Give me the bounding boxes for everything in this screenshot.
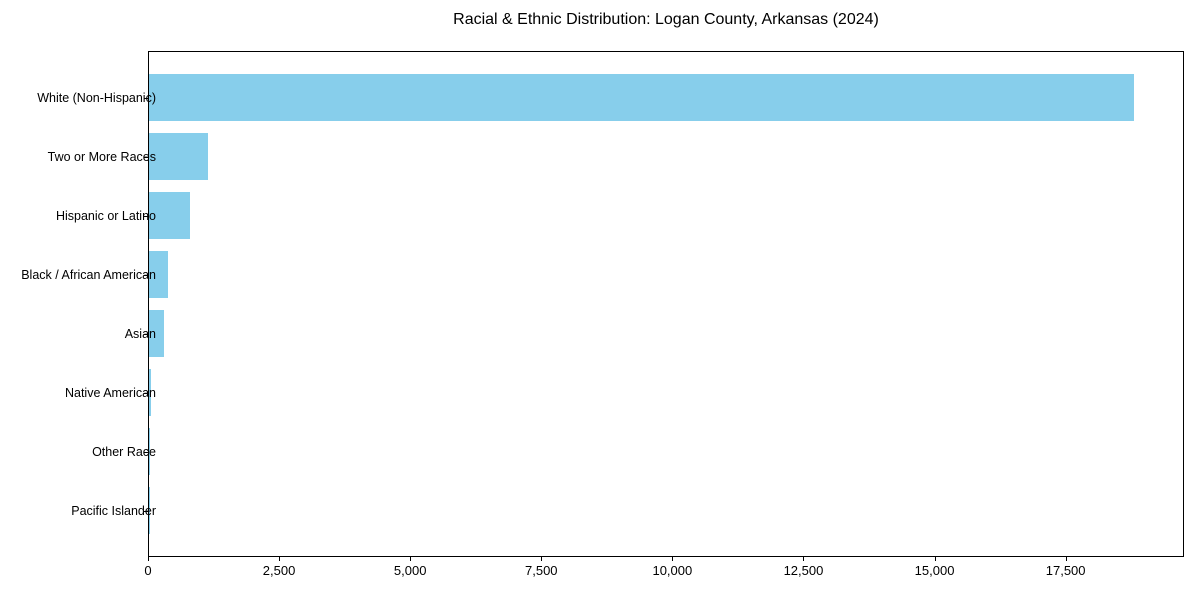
x-tick-mark <box>410 557 412 561</box>
x-tick-mark <box>148 557 149 561</box>
y-tick-label: Asian <box>124 326 156 341</box>
x-tick-label: 7,500 <box>524 563 558 578</box>
x-tick-mark <box>672 557 674 561</box>
x-tick-mark <box>541 557 543 561</box>
y-tick-label: Two or More Races <box>47 149 156 164</box>
y-tick-label: Native American <box>64 385 156 400</box>
y-tick-label: Pacific Islander <box>71 503 156 518</box>
x-tick-mark <box>1065 557 1067 561</box>
y-tick-mark <box>144 392 148 394</box>
x-tick-label: 17,500 <box>1045 563 1086 578</box>
x-tick-label: 15,000 <box>914 563 955 578</box>
bar-native-american <box>149 369 152 416</box>
bar-black-african-american <box>149 251 169 298</box>
y-tick-mark <box>144 333 148 335</box>
x-tick-label: 0 <box>144 563 152 578</box>
y-tick-label: Hispanic or Latino <box>55 208 156 223</box>
y-tick-mark <box>144 451 148 453</box>
x-tick-label: 2,500 <box>262 563 296 578</box>
bar-other-race <box>149 428 150 475</box>
y-tick-label: White (Non-Hispanic) <box>37 90 156 105</box>
y-tick-label: Black / African American <box>21 267 156 282</box>
chart-title: Racial & Ethnic Distribution: Logan Coun… <box>453 11 879 28</box>
y-tick-mark <box>144 510 148 512</box>
x-tick-label: 5,000 <box>393 563 427 578</box>
x-tick-mark <box>934 557 936 561</box>
x-tick-mark <box>803 557 805 561</box>
y-tick-mark <box>144 215 148 217</box>
bar-white-non-hispanic <box>149 74 1134 121</box>
x-tick-label: 12,500 <box>783 563 824 578</box>
y-tick-mark <box>144 97 148 99</box>
bar-asian <box>149 310 165 357</box>
x-tick-mark <box>279 557 281 561</box>
y-tick-mark <box>144 274 148 276</box>
y-tick-mark <box>144 156 148 158</box>
plot-area <box>148 51 1184 557</box>
bar-two-or-more-races <box>149 133 208 180</box>
bar-hispanic-or-latino <box>149 192 190 239</box>
x-tick-label: 10,000 <box>652 563 693 578</box>
y-tick-label: Other Race <box>92 444 156 459</box>
